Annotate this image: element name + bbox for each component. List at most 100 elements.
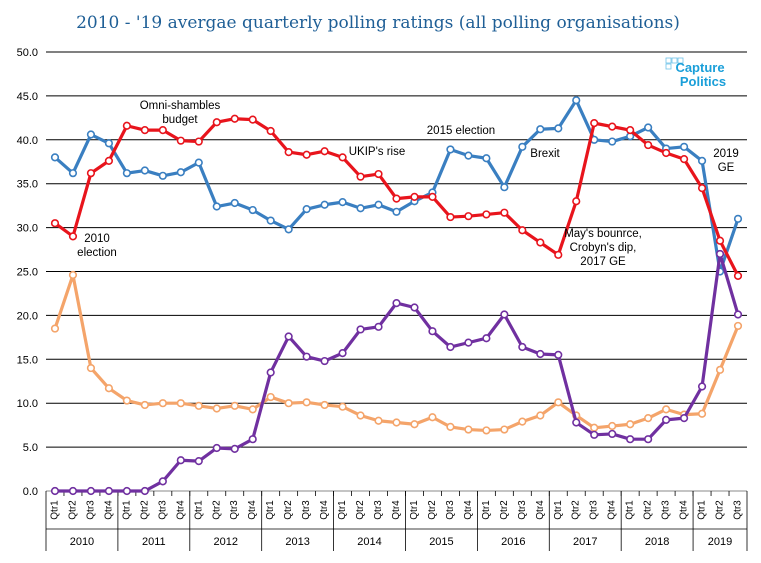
x-tick-label: Qtr2 [643, 500, 654, 520]
data-point [482, 426, 491, 435]
data-point [715, 236, 725, 245]
data-point [230, 444, 239, 453]
data-point [158, 171, 167, 180]
x-tick-label: Qtr1 [553, 500, 564, 520]
data-point [338, 198, 347, 207]
annotation-4: 2015 election [427, 125, 495, 137]
data-point [590, 430, 599, 439]
data-point [554, 350, 563, 360]
data-point [86, 363, 96, 373]
data-point [356, 172, 365, 181]
data-point [679, 414, 689, 423]
annotation-line: 2019 [713, 148, 739, 160]
data-point [338, 153, 347, 162]
x-tick-label: Qtr3 [301, 500, 312, 520]
data-point [428, 192, 437, 201]
year-label-2018: 2018 [645, 536, 669, 548]
data-point [590, 423, 599, 432]
data-point [482, 210, 491, 219]
x-tick-label: Qtr4 [535, 500, 546, 520]
data-point [644, 140, 653, 150]
annotation-line: Brexit [530, 148, 560, 160]
chart-title: 2010 - '19 avergae quarterly polling rat… [76, 13, 680, 33]
x-tick-label: Qtr4 [175, 500, 186, 520]
data-point [679, 142, 689, 151]
x-tick-label: Qtr1 [409, 500, 420, 520]
x-tick-label: Qtr1 [121, 500, 132, 520]
annotation-line: 2015 election [427, 125, 495, 137]
data-point [733, 321, 743, 331]
y-axis-tick-labels: 0.0 5.0 10.0 15.0 20.0 25.0 30.0 35.0 40.0 45.0 50… [17, 47, 38, 498]
data-point [212, 443, 221, 453]
data-point [302, 352, 311, 361]
series-2 [50, 114, 743, 280]
data-point [230, 198, 239, 208]
data-point [230, 401, 239, 410]
data-point [410, 303, 419, 312]
data-point [158, 477, 167, 486]
data-point [212, 118, 221, 127]
data-point [733, 271, 743, 280]
data-point [572, 96, 581, 105]
y-tick-label: 20.0 [17, 310, 38, 322]
data-point [212, 202, 221, 211]
data-point [697, 382, 707, 391]
x-tick-label: Qtr4 [679, 500, 690, 520]
x-tick-label: Qtr2 [211, 500, 222, 520]
x-tick-label: Qtr4 [247, 500, 258, 520]
data-point [428, 327, 437, 336]
data-point [464, 212, 473, 221]
data-point [662, 415, 671, 424]
logo-text-line1: Capture [675, 60, 724, 75]
data-point [392, 299, 401, 308]
data-point [122, 121, 131, 130]
data-point [482, 334, 491, 343]
data-point [715, 249, 725, 259]
annotation-line: Crobyn's dip, [570, 242, 637, 254]
data-point [554, 124, 563, 133]
data-point [194, 457, 203, 466]
x-tick-label: Qtr3 [733, 500, 744, 520]
x-tick-label: Qtr2 [283, 500, 294, 520]
data-point [536, 125, 545, 134]
data-point [572, 418, 581, 427]
annotation-line: Omni-shambles [140, 100, 221, 112]
data-point [554, 398, 563, 407]
y-tick-label: 35.0 [17, 179, 38, 191]
data-point [446, 422, 455, 432]
data-point [320, 200, 329, 209]
x-tick-label: Qtr1 [697, 500, 708, 520]
data-point [320, 356, 329, 366]
data-point [697, 409, 707, 418]
data-point [733, 310, 743, 319]
year-label-2016: 2016 [501, 536, 525, 548]
data-point [320, 400, 329, 410]
data-point [590, 119, 599, 128]
data-point [284, 399, 293, 408]
data-point [626, 435, 635, 444]
data-point [140, 400, 149, 410]
data-point [697, 156, 707, 165]
y-tick-label: 5.0 [23, 442, 38, 454]
data-point [104, 486, 114, 496]
data-point [140, 486, 149, 496]
x-tick-label: Qtr1 [481, 500, 492, 520]
logo-text-line2: Politics [680, 74, 726, 89]
annotation-line: election [77, 247, 117, 259]
data-point [158, 126, 167, 135]
logo-square-icon [665, 63, 672, 70]
x-axis: Qtr1 Qtr2 Qtr3 Qtr4 Qtr1 Qtr2 Qtr3 Qtr4 Qtr1 Qtr2… [45, 491, 748, 551]
data-point [68, 169, 78, 178]
data-point [248, 205, 257, 215]
data-point [626, 420, 635, 429]
x-tick-label: Qtr4 [319, 500, 330, 520]
data-point [392, 207, 401, 216]
data-point [302, 150, 311, 159]
data-point [140, 126, 149, 135]
data-point [356, 411, 365, 420]
x-tick-label: Qtr2 [427, 500, 438, 520]
data-point [50, 486, 60, 496]
x-tick-label: Qtr1 [193, 500, 204, 520]
